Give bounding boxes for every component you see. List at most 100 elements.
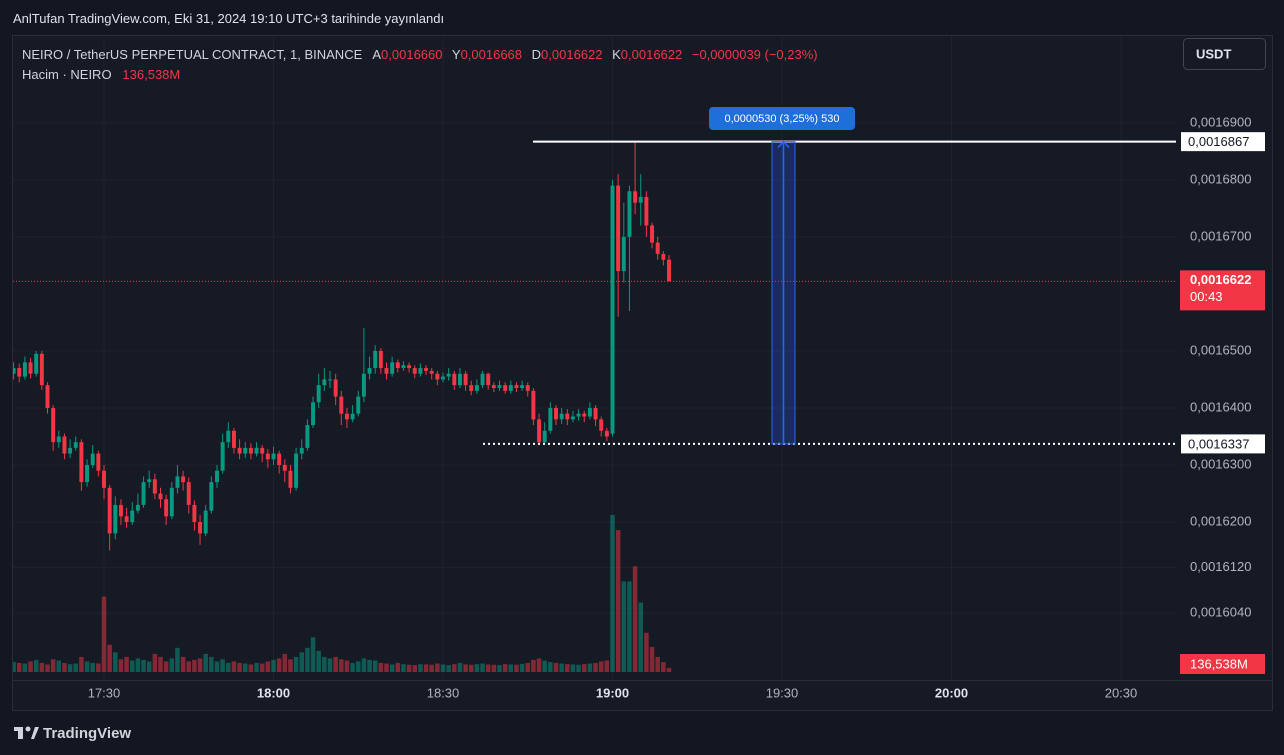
candle-body bbox=[288, 470, 293, 488]
price-range-label: 0,0000530 (3,25%) 530 bbox=[725, 113, 840, 125]
candle-body bbox=[271, 453, 276, 460]
volume-bar bbox=[542, 660, 547, 672]
candle-body bbox=[361, 373, 366, 397]
volume-bar bbox=[28, 661, 33, 672]
volume-bar bbox=[175, 647, 180, 672]
volume-bar bbox=[480, 663, 485, 672]
candle-body bbox=[243, 447, 248, 454]
candle-body bbox=[333, 379, 338, 397]
level-label: 0,0016867 bbox=[1188, 134, 1249, 149]
volume-bar bbox=[45, 664, 50, 672]
candle-body bbox=[17, 368, 22, 377]
candle-body bbox=[661, 253, 666, 260]
candle-body bbox=[435, 373, 440, 380]
legend: NEIRO / TetherUS PERPETUAL CONTRACT, 1, … bbox=[22, 45, 824, 85]
volume-bar bbox=[226, 662, 231, 672]
ohlc-key: K bbox=[612, 47, 621, 62]
candle-body bbox=[373, 350, 378, 369]
volume-bar bbox=[508, 664, 514, 672]
candle-body bbox=[102, 470, 106, 488]
volume-bar bbox=[265, 661, 271, 672]
axes: 17:30 18:00 18:30 19:00 19:30 20:00 20:30 0,001… bbox=[88, 114, 1266, 700]
candle-body bbox=[514, 385, 519, 389]
volume-bar bbox=[610, 515, 615, 672]
volume-bar bbox=[423, 664, 429, 672]
level-label-box bbox=[1180, 131, 1266, 153]
candle-body bbox=[667, 259, 671, 282]
volume-bar bbox=[163, 661, 169, 672]
candle-body bbox=[633, 191, 638, 203]
volume-bar bbox=[548, 662, 553, 672]
candle-body bbox=[130, 510, 135, 523]
volume-bar bbox=[310, 637, 316, 672]
volume-bar bbox=[79, 656, 84, 672]
brand-name: TradingView bbox=[43, 725, 131, 742]
candle-body bbox=[378, 350, 383, 369]
volume-bar bbox=[350, 662, 355, 672]
volume-bar bbox=[339, 659, 344, 672]
volume-bar bbox=[248, 664, 254, 672]
price-range-label-box bbox=[709, 107, 855, 130]
volume-bar bbox=[468, 664, 474, 672]
candle-body bbox=[220, 442, 225, 471]
candle-body bbox=[198, 522, 203, 534]
ohlc-value: 0,0016660 bbox=[381, 47, 443, 62]
candle-body bbox=[650, 225, 655, 243]
drawings: 0,0000530 (3,25%) 530 bbox=[13, 107, 1176, 445]
volume-bar bbox=[327, 658, 333, 672]
volume-bar bbox=[50, 659, 56, 672]
volume-bar bbox=[124, 656, 129, 672]
candle-body bbox=[395, 362, 400, 369]
candle-body bbox=[113, 504, 118, 534]
legend-row: NEIRO / TetherUS PERPETUAL CONTRACT, 1, … bbox=[22, 45, 824, 65]
candle-body bbox=[181, 476, 186, 483]
candle-body bbox=[554, 407, 558, 420]
candle-body bbox=[446, 373, 451, 377]
candle-body bbox=[339, 396, 344, 414]
volume-bar bbox=[67, 664, 73, 672]
candle-body bbox=[85, 465, 90, 483]
y-tick-label: 0,0016120 bbox=[1190, 559, 1251, 574]
candle-body bbox=[186, 482, 191, 505]
volume-bar bbox=[502, 664, 508, 672]
candle-body bbox=[384, 368, 389, 374]
volume-bar bbox=[514, 664, 519, 672]
volume-bar bbox=[316, 650, 321, 672]
y-tick-label: 0,0016700 bbox=[1190, 228, 1251, 243]
volume-bar bbox=[90, 662, 95, 672]
currency-button[interactable] bbox=[1183, 38, 1266, 70]
volume-bar bbox=[146, 661, 152, 672]
volume-bar bbox=[649, 646, 655, 672]
volume-bar bbox=[282, 653, 288, 672]
candle-body bbox=[367, 368, 372, 374]
candle-body bbox=[587, 407, 592, 417]
candle-body bbox=[616, 185, 621, 272]
ohlc-key: Y bbox=[451, 47, 461, 62]
volume-bar bbox=[288, 659, 293, 672]
volume-bar bbox=[627, 581, 632, 672]
volume-bar bbox=[638, 602, 644, 672]
volume-bar bbox=[39, 662, 45, 672]
candle-body bbox=[542, 430, 547, 443]
candle-body bbox=[497, 385, 502, 389]
x-tick-label: 19:30 bbox=[766, 685, 799, 700]
volume-bar bbox=[16, 662, 22, 672]
ohlc-key: D bbox=[531, 47, 542, 62]
price-label: 0,0016622 bbox=[1190, 272, 1251, 287]
candle-body bbox=[457, 373, 462, 386]
volume-bar bbox=[581, 664, 587, 672]
ohlc-value: 0,0016622 bbox=[541, 47, 603, 62]
candle-body bbox=[164, 499, 169, 517]
volume-bar bbox=[570, 664, 576, 672]
volume-title: Hacim · NEIRO bbox=[22, 67, 112, 82]
volume-bar bbox=[214, 661, 220, 672]
volume-bar bbox=[384, 663, 389, 672]
volume-bar bbox=[322, 656, 327, 672]
candle-body bbox=[469, 385, 474, 391]
volume-value: 136,538M bbox=[122, 67, 181, 82]
x-tick-label: 17:30 bbox=[88, 685, 121, 700]
y-tick-label: 0,0016400 bbox=[1190, 399, 1251, 414]
volume-bar bbox=[293, 656, 299, 672]
volume-bar bbox=[412, 665, 418, 672]
candle-body bbox=[565, 413, 570, 420]
